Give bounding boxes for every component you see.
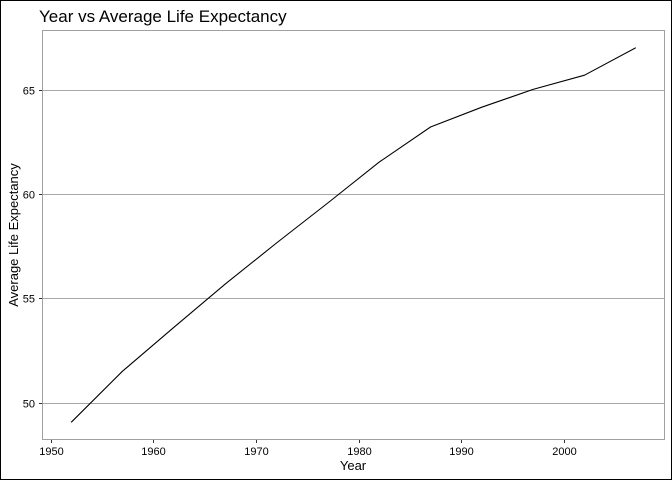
- series-layer: [70, 47, 637, 423]
- x-tick-label: 1990: [449, 446, 473, 458]
- y-axis-label: Average Life Expectancy: [6, 163, 21, 307]
- y-tick-label: 55: [23, 294, 35, 306]
- plot-panel-border: [42, 30, 665, 440]
- axis-ticks: 50 55 60 65 1950 1960 1970 1980 1990 2000: [23, 86, 577, 459]
- y-tick-label: 65: [23, 86, 35, 98]
- x-tick-label: 2000: [552, 446, 576, 458]
- x-tick-label: 1970: [244, 446, 268, 458]
- x-tick-label: 1950: [39, 446, 63, 458]
- grid-lines: [43, 90, 664, 404]
- x-tick-label: 1980: [347, 446, 371, 458]
- y-tick-label: 50: [23, 399, 35, 411]
- x-axis-label: Year: [340, 458, 367, 473]
- y-tick-label: 60: [23, 190, 35, 202]
- series-line: [70, 47, 637, 423]
- chart-title: Year vs Average Life Expectancy: [39, 7, 287, 26]
- x-tick-label: 1960: [141, 446, 165, 458]
